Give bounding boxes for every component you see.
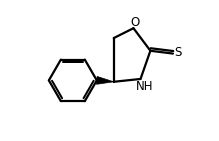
Text: O: O [130, 16, 140, 29]
Polygon shape [97, 76, 114, 84]
Text: NH: NH [136, 80, 154, 93]
Text: S: S [175, 46, 182, 59]
